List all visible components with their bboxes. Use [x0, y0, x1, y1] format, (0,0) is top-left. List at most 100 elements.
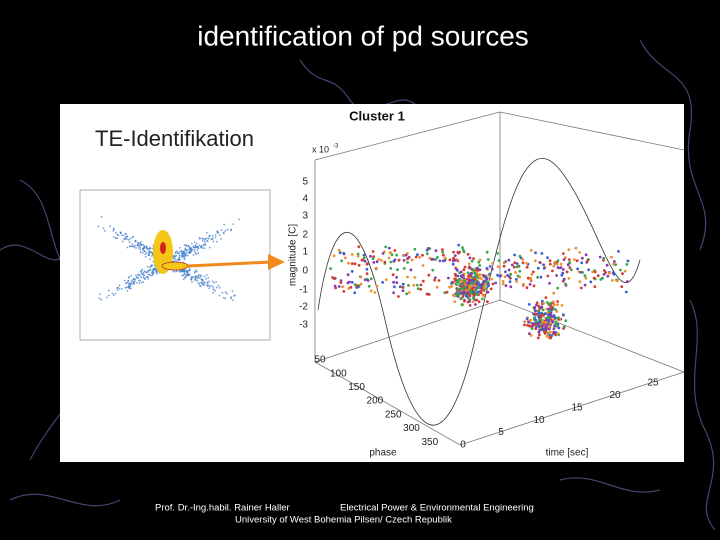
plot-dot: [377, 257, 381, 261]
time-tick-label: 20: [609, 390, 621, 401]
left-dot: [211, 234, 214, 237]
left-dot: [191, 248, 193, 251]
left-dot: [141, 272, 144, 275]
magnitude-tick-label: 4: [302, 194, 308, 205]
plot-dot: [350, 270, 354, 273]
plot-dot: [559, 266, 563, 269]
left-dot: [173, 255, 176, 258]
plot-dot: [401, 286, 405, 289]
plot-dot: [614, 263, 618, 266]
plot-dot: [515, 278, 518, 281]
plot-dot: [419, 287, 423, 291]
plot-dot: [338, 251, 342, 255]
phase-tick-label: 150: [348, 382, 365, 393]
plot-dot: [589, 280, 593, 284]
plot-dot: [438, 259, 442, 263]
plot-dot: [406, 275, 409, 279]
arrow-head: [268, 254, 285, 270]
plot-dot: [538, 261, 542, 264]
left-dot: [185, 252, 188, 255]
left-dot: [113, 228, 115, 231]
plot-dot: [456, 274, 460, 278]
left-dot: [204, 243, 207, 246]
plot-dot: [357, 263, 361, 267]
left-dot: [149, 266, 152, 269]
plot-dot: [548, 281, 551, 285]
left-dot: [143, 270, 146, 273]
footer-university: University of West Bohemia Pilsen/ Czech…: [235, 515, 452, 526]
plot-dot: [545, 334, 549, 338]
left-dot: [154, 270, 157, 273]
plot-dot: [476, 281, 480, 285]
scale-exponent: -3: [333, 144, 339, 150]
phase-tick-label: 350: [421, 437, 438, 448]
plot-dot: [353, 262, 357, 266]
plot-dot: [604, 271, 608, 274]
plot-dot: [359, 275, 363, 279]
left-dot: [133, 280, 136, 283]
magnitude-tick-label: 3: [302, 211, 308, 222]
left-dot: [144, 278, 146, 280]
plot-dot: [470, 287, 474, 291]
plot-dot: [552, 331, 556, 335]
plot-dot: [540, 299, 544, 303]
left-dot: [130, 274, 133, 277]
plot-dot: [552, 327, 556, 331]
sine-curve: [469, 157, 641, 361]
plot-dot: [468, 265, 471, 269]
time-tick-label: 25: [647, 378, 659, 389]
plot-dot: [437, 279, 441, 282]
left-dot: [151, 269, 154, 272]
plot-dot: [459, 270, 463, 274]
left-dot: [230, 297, 232, 300]
left-dot: [175, 270, 178, 273]
plot-dot: [561, 268, 565, 271]
left-dot: [135, 274, 137, 276]
plot-dot: [353, 291, 357, 295]
left-dot: [196, 245, 199, 248]
plot-dot: [555, 262, 559, 266]
plot-dot: [562, 327, 565, 330]
left-dot: [207, 237, 210, 240]
left-dot: [211, 280, 214, 283]
left-dot: [203, 284, 205, 286]
left-dot: [196, 252, 198, 255]
left-scatter: [97, 215, 241, 302]
plot-dot: [532, 270, 535, 274]
plot-dot: [549, 301, 553, 305]
plot-dot: [361, 258, 365, 262]
left-dot: [108, 289, 110, 292]
magnitude-tick-label: 0: [302, 266, 308, 277]
left-dot: [183, 252, 186, 255]
plot-dot: [539, 306, 543, 310]
plot-dot: [350, 280, 354, 284]
plot-dot: [501, 280, 505, 283]
left-dot: [112, 229, 115, 232]
plot-dot: [461, 287, 465, 291]
plot-dot: [525, 265, 529, 269]
left-dot: [224, 291, 227, 294]
left-dot: [133, 282, 136, 285]
plot-dot: [441, 250, 445, 254]
left-dot: [199, 237, 201, 240]
magnitude-tick-label: -3: [299, 320, 308, 331]
left-dot: [224, 297, 227, 300]
plot-dot: [554, 320, 558, 324]
plot-dot: [551, 320, 555, 324]
plot-dot: [447, 276, 450, 280]
plot-dot: [514, 271, 517, 274]
plot-dot: [332, 254, 336, 258]
left-dot: [232, 223, 235, 226]
plot-dot: [528, 283, 532, 286]
plot-dot: [542, 266, 546, 270]
left-dot: [185, 244, 188, 246]
plot-dot: [542, 301, 546, 305]
plot-dot: [459, 284, 463, 288]
plot-dot: [476, 266, 479, 270]
plot-dot: [559, 262, 563, 266]
left-dot: [202, 279, 204, 282]
plot-dot: [496, 273, 499, 277]
left-dot: [141, 251, 144, 254]
plot-dot: [516, 274, 520, 278]
plot-dot: [441, 253, 445, 257]
